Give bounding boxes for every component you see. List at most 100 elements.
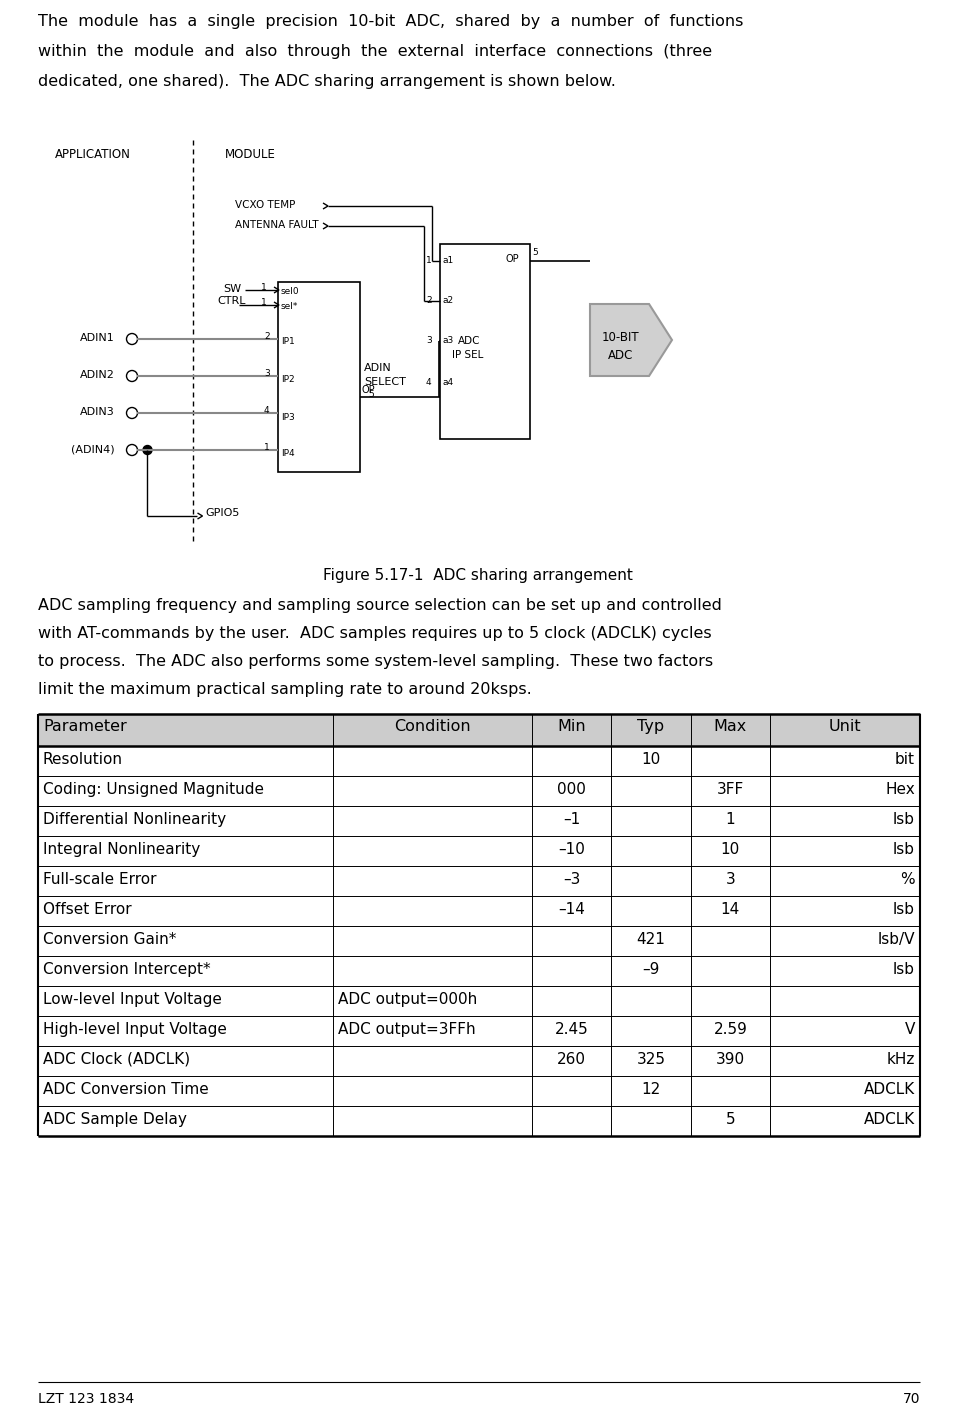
Text: Resolution: Resolution: [43, 752, 123, 767]
Text: 2: 2: [426, 296, 431, 304]
Text: ADIN2: ADIN2: [80, 370, 115, 379]
Text: ADIN: ADIN: [364, 362, 392, 372]
Text: LZT 123 1834: LZT 123 1834: [38, 1392, 134, 1406]
Polygon shape: [590, 304, 672, 377]
Text: to process.  The ADC also performs some system-level sampling.  These two factor: to process. The ADC also performs some s…: [38, 654, 713, 668]
Text: IP SEL: IP SEL: [452, 350, 484, 360]
Text: (ADIN4): (ADIN4): [72, 445, 115, 455]
Text: 14: 14: [721, 902, 740, 918]
Text: ANTENNA FAULT: ANTENNA FAULT: [235, 219, 318, 229]
Text: 1: 1: [726, 811, 735, 827]
Text: 1: 1: [261, 297, 267, 307]
Text: 4: 4: [264, 406, 270, 415]
Text: ADC output=000h: ADC output=000h: [338, 993, 478, 1007]
Text: OP: OP: [506, 253, 520, 263]
Text: 4: 4: [426, 378, 431, 387]
Text: 10: 10: [641, 752, 661, 767]
Text: 325: 325: [637, 1052, 665, 1068]
Text: GPIO5: GPIO5: [206, 508, 240, 518]
Text: –1: –1: [563, 811, 580, 827]
Text: Conversion Gain*: Conversion Gain*: [43, 932, 176, 947]
Text: with AT-commands by the user.  ADC samples requires up to 5 clock (ADCLK) cycles: with AT-commands by the user. ADC sample…: [38, 626, 711, 641]
Text: lsb: lsb: [893, 843, 915, 857]
Text: VCXO TEMP: VCXO TEMP: [235, 200, 295, 210]
Text: –3: –3: [563, 872, 580, 886]
Text: 3: 3: [264, 370, 270, 378]
Text: ADC Conversion Time: ADC Conversion Time: [43, 1082, 208, 1097]
Text: 1: 1: [261, 283, 267, 292]
Text: 12: 12: [641, 1082, 661, 1097]
Text: sel*: sel*: [281, 302, 298, 312]
Text: sel0: sel0: [281, 287, 299, 296]
Text: a1: a1: [443, 256, 454, 265]
Text: 3FF: 3FF: [717, 782, 744, 797]
Text: ADC output=3FFh: ADC output=3FFh: [338, 1022, 476, 1037]
Text: 390: 390: [716, 1052, 745, 1068]
Text: 1: 1: [264, 443, 270, 452]
Text: Full-scale Error: Full-scale Error: [43, 872, 157, 886]
Text: lsb: lsb: [893, 811, 915, 827]
Circle shape: [143, 446, 152, 455]
Text: SELECT: SELECT: [364, 377, 406, 387]
Text: 3: 3: [726, 872, 735, 886]
Text: CTRL: CTRL: [217, 296, 246, 306]
Text: Offset Error: Offset Error: [43, 902, 132, 918]
Text: Hex: Hex: [885, 782, 915, 797]
Text: 70: 70: [902, 1392, 920, 1406]
Bar: [38, 714, 920, 746]
Text: ADC Sample Delay: ADC Sample Delay: [43, 1112, 186, 1127]
Bar: [278, 282, 360, 472]
Text: 10-BIT: 10-BIT: [602, 331, 640, 344]
Text: V: V: [904, 1022, 915, 1037]
Text: 260: 260: [557, 1052, 586, 1068]
Text: Condition: Condition: [395, 719, 471, 733]
Text: ADIN3: ADIN3: [80, 406, 115, 416]
Text: Coding: Unsigned Magnitude: Coding: Unsigned Magnitude: [43, 782, 264, 797]
Text: IP3: IP3: [281, 413, 294, 422]
Text: Conversion Intercept*: Conversion Intercept*: [43, 961, 210, 977]
Text: –14: –14: [558, 902, 585, 918]
Text: 5: 5: [532, 248, 537, 256]
Text: High-level Input Voltage: High-level Input Voltage: [43, 1022, 227, 1037]
Text: 000: 000: [557, 782, 586, 797]
Text: Low-level Input Voltage: Low-level Input Voltage: [43, 993, 222, 1007]
Text: 3: 3: [426, 336, 432, 346]
Text: a3: a3: [443, 336, 454, 346]
Text: ADC Clock (ADCLK): ADC Clock (ADCLK): [43, 1052, 190, 1068]
Text: bit: bit: [895, 752, 915, 767]
Text: 2.45: 2.45: [554, 1022, 589, 1037]
Text: a4: a4: [443, 378, 454, 387]
Text: SW: SW: [223, 285, 241, 295]
Text: lsb/V: lsb/V: [878, 932, 915, 947]
Text: Figure 5.17-1  ADC sharing arrangement: Figure 5.17-1 ADC sharing arrangement: [323, 568, 633, 583]
Text: Typ: Typ: [638, 719, 664, 733]
Text: ADC: ADC: [458, 336, 481, 346]
Text: Unit: Unit: [829, 719, 861, 733]
Text: lsb: lsb: [893, 961, 915, 977]
Text: ADCLK: ADCLK: [864, 1082, 915, 1097]
Text: 421: 421: [637, 932, 665, 947]
Text: ADCLK: ADCLK: [864, 1112, 915, 1127]
Text: within  the  module  and  also  through  the  external  interface  connections  : within the module and also through the e…: [38, 44, 712, 59]
Text: lsb: lsb: [893, 902, 915, 918]
Text: Differential Nonlinearity: Differential Nonlinearity: [43, 811, 227, 827]
Text: Min: Min: [557, 719, 586, 733]
Text: MODULE: MODULE: [225, 149, 276, 161]
Text: 2: 2: [264, 331, 270, 341]
Text: ADC: ADC: [608, 348, 634, 362]
Bar: [440, 244, 530, 439]
Text: –10: –10: [558, 843, 585, 857]
Text: 2.59: 2.59: [713, 1022, 748, 1037]
Text: Integral Nonlinearity: Integral Nonlinearity: [43, 843, 200, 857]
Text: IP4: IP4: [281, 449, 294, 457]
Text: OP: OP: [362, 385, 376, 395]
Text: IP1: IP1: [281, 337, 294, 346]
Text: Max: Max: [714, 719, 747, 733]
Text: %: %: [901, 872, 915, 886]
Text: ADIN1: ADIN1: [80, 333, 115, 343]
Text: –9: –9: [642, 961, 660, 977]
Text: kHz: kHz: [886, 1052, 915, 1068]
Text: dedicated, one shared).  The ADC sharing arrangement is shown below.: dedicated, one shared). The ADC sharing …: [38, 74, 616, 89]
Text: Parameter: Parameter: [43, 719, 127, 733]
Text: APPLICATION: APPLICATION: [55, 149, 131, 161]
